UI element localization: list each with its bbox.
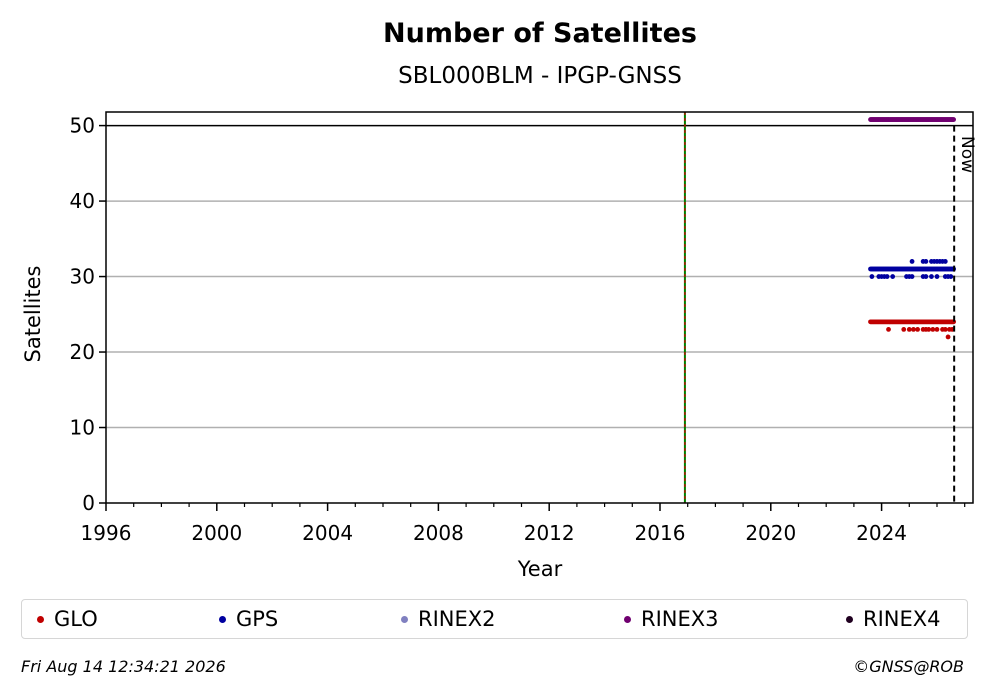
glo-point — [915, 326, 921, 332]
legend-item-gps: GPS — [219, 600, 278, 638]
y-tick-label: 30 — [70, 265, 95, 289]
chart-title: Number of Satellites — [383, 18, 697, 49]
legend: GLO GPS RINEX2 RINEX3 RINEX4 — [21, 599, 968, 639]
axes: 0 10 20 30 40 50 1996 2000 2004 2008 2012 2016 2020 2… — [70, 114, 966, 545]
legend-label-rinex2: RINEX2 — [418, 607, 496, 631]
satellites-chart: Number of Satellites SBL000BLM - IPGP-GN… — [21, 18, 977, 581]
y-tick-label: 10 — [70, 416, 95, 440]
legend-label-rinex4: RINEX4 — [863, 607, 941, 631]
y-tick-label: 40 — [70, 189, 95, 213]
legend-label-rinex3: RINEX3 — [641, 607, 719, 631]
legend-item-rinex4: RINEX4 — [846, 600, 941, 638]
rinex3-marker — [624, 615, 631, 623]
chart-subtitle: SBL000BLM - IPGP-GNSS — [398, 63, 682, 89]
glo-point — [942, 326, 948, 332]
gps-point — [909, 274, 915, 279]
grid-lines — [106, 200, 973, 429]
rinex2-marker — [401, 615, 408, 623]
glo-point — [906, 326, 912, 332]
y-tick-label: 20 — [70, 340, 95, 364]
gps-point — [934, 274, 940, 279]
gps-point — [884, 274, 890, 279]
glo-point — [901, 326, 907, 332]
x-tick-label: 2016 — [635, 521, 686, 545]
gps-marker — [219, 615, 226, 623]
glo-point — [945, 334, 951, 340]
gps-point — [890, 274, 896, 279]
x-tick-label: 2020 — [745, 521, 796, 545]
x-tick-label: 2024 — [856, 521, 907, 545]
plot-frame — [105, 111, 974, 504]
data-points — [868, 117, 957, 340]
gps-point — [948, 274, 954, 279]
gps-point — [869, 274, 875, 279]
now-label: Now — [957, 136, 977, 173]
x-tick-label: 2004 — [302, 521, 353, 545]
x-tick-label: 2012 — [524, 521, 575, 545]
x-tick-label: 1996 — [81, 521, 132, 545]
y-tick-label: 0 — [82, 491, 95, 515]
footer-credit: ©GNSS@ROB — [853, 657, 964, 676]
glo-point — [930, 326, 936, 332]
gps-point — [909, 259, 915, 264]
rinex3-point — [951, 117, 957, 122]
x-axis-label: Year — [517, 557, 563, 581]
x-tick-label: 2008 — [413, 521, 464, 545]
rinex4-marker — [846, 615, 853, 623]
glo-point — [886, 326, 891, 332]
y-tick-label: 50 — [70, 114, 95, 138]
legend-item-rinex2: RINEX2 — [401, 600, 496, 638]
footer-timestamp: Fri Aug 14 12:34:21 2026 — [21, 657, 226, 676]
glo-marker — [37, 615, 44, 623]
legend-item-rinex3: RINEX3 — [624, 600, 719, 638]
legend-label-gps: GPS — [236, 607, 279, 631]
legend-label-glo: GLO — [54, 607, 98, 631]
glo-point — [926, 326, 932, 332]
x-tick-label: 2000 — [191, 521, 242, 545]
glo-point — [911, 326, 916, 332]
gps-point — [942, 259, 948, 264]
legend-item-glo: GLO — [37, 600, 98, 638]
glo-point — [934, 326, 940, 332]
reference-lines: Now — [106, 112, 977, 503]
gps-point — [929, 274, 934, 279]
gps-point — [923, 259, 929, 264]
gps-point — [923, 274, 929, 279]
y-axis-label: Satellites — [21, 266, 45, 363]
